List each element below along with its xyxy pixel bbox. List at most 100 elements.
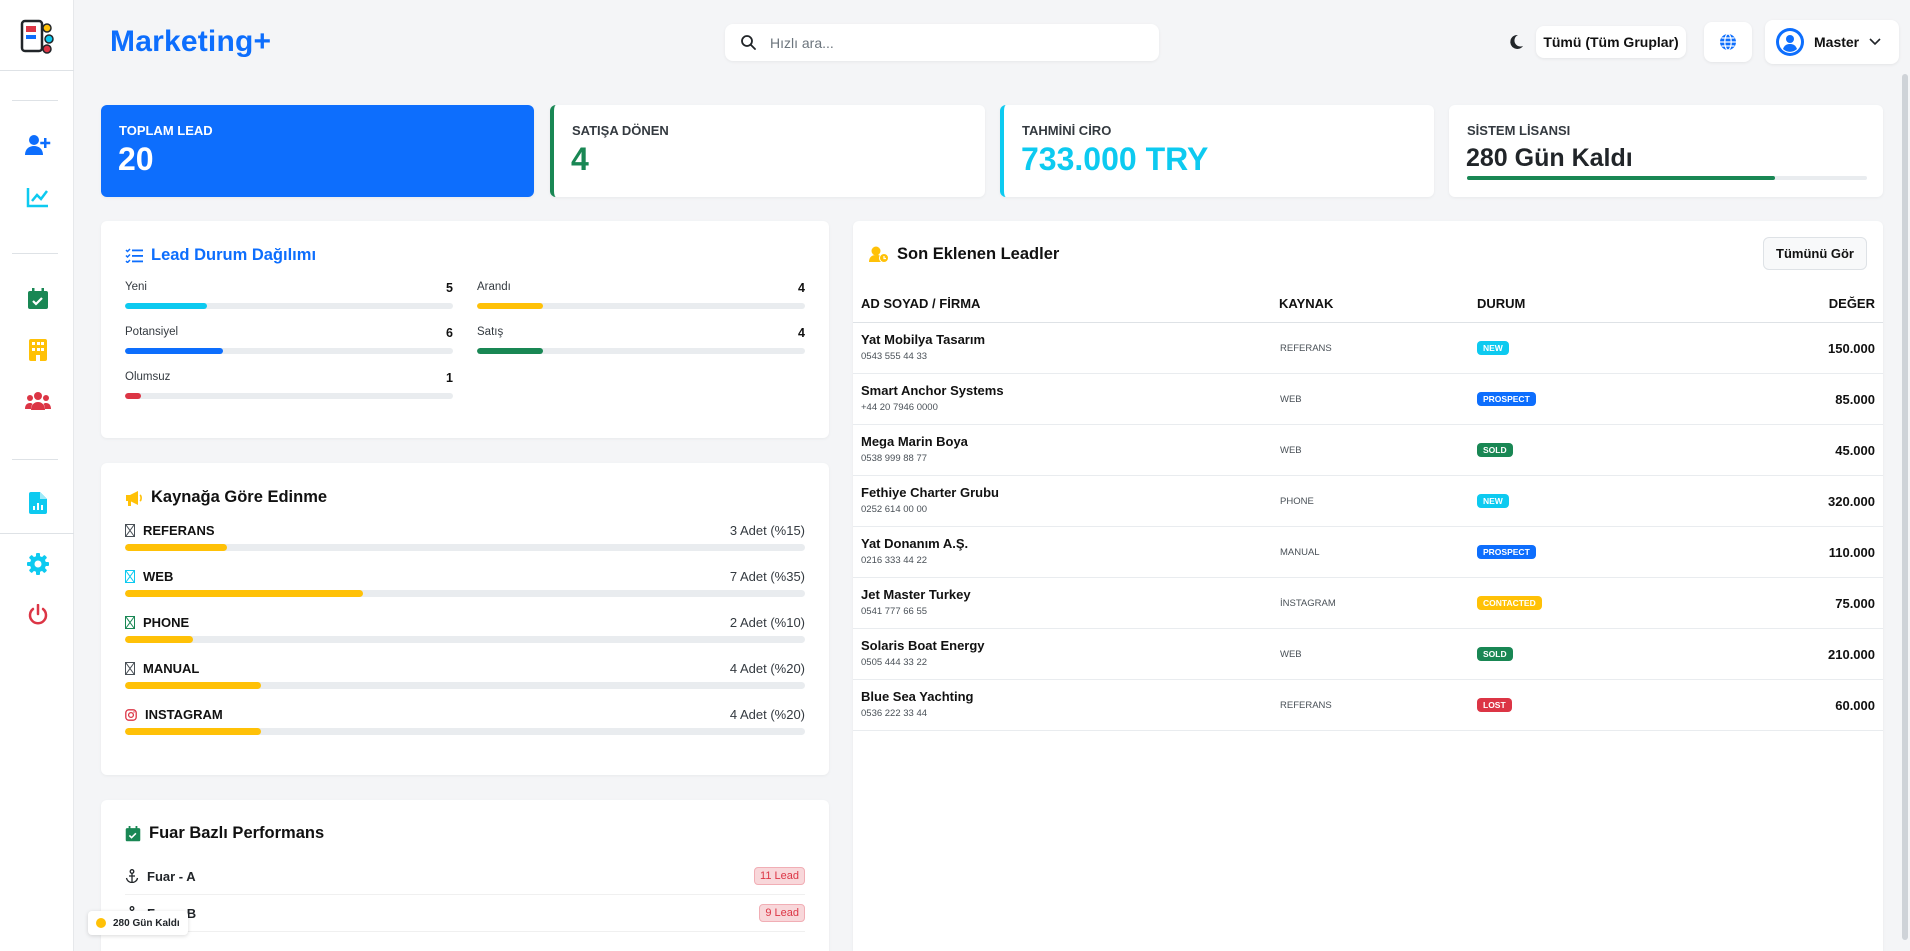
source-count: 4 Adet (%20) — [729, 707, 805, 722]
table-row[interactable]: Yat Donanım A.Ş. 0216 333 44 22 MANUAL PROS… — [853, 527, 1883, 578]
view-all-button[interactable]: Tümünü Gör — [1763, 237, 1867, 270]
lead-source: WEB — [1280, 649, 1302, 660]
fair-item[interactable]: Fuar - B9 Lead — [125, 895, 805, 932]
status-label: Olumsuz — [125, 371, 171, 383]
sidebar-divider — [0, 533, 74, 534]
table-row[interactable]: Smart Anchor Systems +44 20 7946 0000 WEB P… — [853, 374, 1883, 425]
column-header-value[interactable]: DEĞER — [1828, 296, 1875, 311]
search-box[interactable] — [725, 24, 1159, 61]
status-progress-bar — [125, 393, 453, 399]
table-row[interactable]: Mega Marin Boya 0538 999 88 77 WEB SOLD 45.0… — [853, 425, 1883, 476]
theme-toggle[interactable] — [1507, 33, 1525, 51]
lead-value: 45.000 — [1835, 443, 1875, 458]
lead-phone: +44 20 7946 0000 — [861, 402, 938, 413]
fair-label: Fuar - A — [147, 868, 196, 884]
user-avatar-icon — [1776, 28, 1804, 56]
table-row[interactable]: Jet Master Turkey 0541 777 66 55 İNSTAGRAM… — [853, 578, 1883, 629]
table-row[interactable]: Blue Sea Yachting 0536 222 33 44 REFERANS L… — [853, 680, 1883, 731]
sidebar-item-settings[interactable] — [24, 550, 52, 578]
sidebar-item-team[interactable] — [24, 387, 52, 415]
gear-icon — [27, 553, 49, 575]
sidebar-item-reports[interactable] — [24, 183, 52, 211]
source-count: 3 Adet (%15) — [729, 523, 805, 538]
chart-line-icon — [26, 188, 48, 208]
group-filter-select[interactable]: Tümü (Tüm Gruplar) — [1536, 26, 1686, 58]
source-progress-bar — [125, 544, 805, 551]
sources-title: Kaynağa Göre Edinme — [125, 488, 327, 507]
lead-status-item: Yeni 5 — [125, 281, 453, 309]
column-header-name[interactable]: AD SOYAD / FİRMA — [861, 296, 981, 311]
building-icon — [29, 339, 47, 361]
sidebar-item-companies[interactable] — [24, 336, 52, 364]
source-progress-bar — [125, 590, 805, 597]
lead-status-title: Lead Durum Dağılımı — [125, 246, 316, 265]
status-label: Yeni — [125, 281, 147, 293]
app-logo[interactable] — [19, 18, 57, 56]
topbar: Marketing+ Tümü (Tüm Gruplar) Master — [74, 0, 1910, 86]
lead-phone: 0536 222 33 44 — [861, 708, 928, 719]
sidebar-item-calendar[interactable] — [24, 285, 52, 313]
status-badge: CONTACTED — [1477, 596, 1542, 610]
status-progress-bar — [477, 348, 805, 354]
lead-phone: 0216 333 44 22 — [861, 555, 928, 566]
lead-name: Yat Donanım A.Ş. — [861, 536, 969, 551]
table-row[interactable]: Solaris Boat Energy 0505 444 33 22 WEB SOLD… — [853, 629, 1883, 680]
table-row[interactable]: Fethiye Charter Grubu 0252 614 00 00 PHONE… — [853, 476, 1883, 527]
recent-leads-card: Son Eklenen Leadler Tümünü Gör — [853, 221, 1883, 951]
status-label: Arandı — [477, 281, 511, 293]
lead-name: Yat Mobilya Tasarım — [861, 332, 986, 347]
lead-phone: 0538 999 88 77 — [861, 453, 928, 464]
fairs-title: Fuar Bazlı Performans — [125, 824, 324, 843]
user-plus-icon — [25, 135, 51, 155]
status-progress-bar — [125, 303, 453, 309]
language-button[interactable] — [1704, 22, 1752, 62]
users-icon — [25, 392, 51, 410]
lead-status-item: Satış 4 — [477, 326, 805, 354]
lead-value: 85.000 — [1835, 392, 1875, 407]
lead-value: 60.000 — [1835, 698, 1875, 713]
sidebar-item-documents[interactable] — [24, 489, 52, 517]
file-chart-icon — [29, 492, 47, 514]
stat-label: TOPLAM LEAD — [119, 123, 213, 138]
column-header-status[interactable]: DURUM — [1477, 296, 1526, 311]
source-progress-fill — [125, 682, 261, 689]
sidebar-item-add-lead[interactable] — [24, 131, 52, 159]
fair-name: Fuar - A — [125, 869, 196, 884]
page-scrollbar[interactable] — [1902, 74, 1908, 940]
lead-phone: 0505 444 33 22 — [861, 657, 928, 668]
lead-name: Blue Sea Yachting — [861, 689, 974, 704]
fair-performance-card: Fuar Bazlı Performans Fuar - A11 LeadFua… — [101, 800, 829, 951]
status-badge: SOLD — [1477, 443, 1513, 457]
lead-status-card: Lead Durum Dağılımı Yeni 5 Arandı 4 Potansiy… — [101, 221, 829, 438]
status-progress-fill — [477, 348, 543, 354]
source-label: MANUAL — [143, 661, 200, 676]
stat-card-license: SİSTEM LİSANSI 280 Gün Kaldı — [1449, 105, 1883, 197]
power-icon — [28, 604, 48, 625]
column-header-source[interactable]: KAYNAK — [1279, 296, 1334, 311]
lead-value: 110.000 — [1828, 545, 1875, 560]
lead-source: WEB — [1280, 445, 1302, 456]
table-row[interactable]: Yat Mobilya Tasarım 0543 555 44 33 REFERAN… — [853, 323, 1883, 374]
lead-source: WEB — [1280, 394, 1302, 405]
manual-icon — [125, 662, 135, 675]
search-input[interactable] — [770, 34, 1130, 51]
card-title-text: Lead Durum Dağılımı — [151, 246, 317, 264]
source-name: INSTAGRAM — [125, 707, 223, 722]
source-count: 2 Adet (%10) — [729, 615, 805, 630]
stat-card-total-lead: TOPLAM LEAD 20 — [101, 105, 534, 197]
status-count: 5 — [446, 281, 453, 295]
phone-icon — [125, 616, 135, 629]
web-icon — [125, 570, 135, 583]
lead-source: MANUAL — [1280, 547, 1320, 558]
status-badge: NEW — [1477, 341, 1509, 355]
source-label: PHONE — [143, 615, 190, 630]
lead-source: REFERANS — [1280, 343, 1332, 354]
lead-value: 320.000 — [1828, 494, 1875, 509]
user-menu-button[interactable]: Master — [1765, 20, 1899, 64]
source-progress-fill — [125, 636, 193, 643]
lead-count-badge: 9 Lead — [759, 904, 805, 922]
sidebar-item-logout[interactable] — [24, 601, 52, 629]
fair-item[interactable]: Fuar - A 11 Lead — [125, 858, 805, 895]
lead-name: Solaris Boat Energy — [861, 638, 985, 653]
status-badge: LOST — [1477, 698, 1512, 712]
